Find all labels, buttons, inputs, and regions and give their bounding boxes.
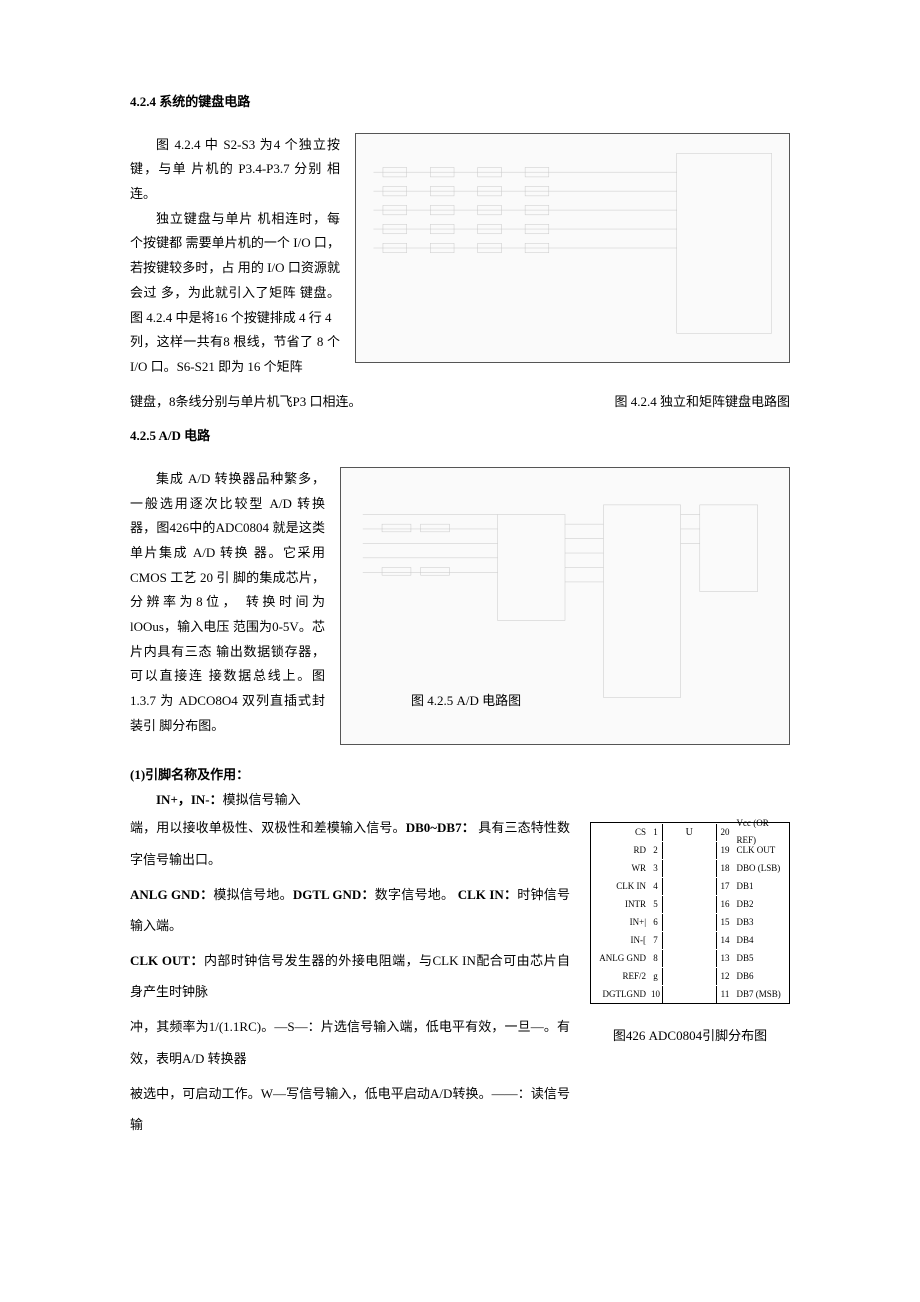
chip-lp-6: 7	[649, 932, 663, 949]
section-425-row: 集成 A/D 转换器品种繁多，一般选用逐次比较型 A/D 转换器，图426中的A…	[130, 467, 790, 745]
chip-ll-4: INTR	[591, 896, 649, 913]
chip-ll-5: IN+|	[591, 914, 649, 931]
chip-ll-0: CS	[591, 824, 649, 841]
chip-row-7: ANLG GND 8 13 DB5	[591, 949, 789, 967]
section-424-diagram-col	[355, 133, 790, 380]
section-425-diagram-col: 图 4.2.5 A/D 电路图	[340, 467, 790, 745]
para-425-1: 集成 A/D 转换器品种繁多，一般选用逐次比较型 A/D 转换器，图426中的A…	[130, 467, 325, 739]
chip-ll-3: CLK IN	[591, 878, 649, 895]
chip-caption: 图426 ADC0804引脚分布图	[590, 1024, 790, 1049]
section-424-text: 图 4.2.4 中 S2-S3 为4 个独立按键，与单 片机的 P3.4-P3.…	[130, 133, 340, 380]
chip-lp-4: 5	[649, 896, 663, 913]
chip-rp-1: 19	[716, 842, 734, 859]
chip-row-9: DGTLGND 10 11 DB7 (MSB)	[591, 985, 789, 1003]
chip-rl-3: DB1	[734, 878, 790, 895]
caption-424: 图 4.2.4 独立和矩阵键盘电路图	[554, 390, 790, 415]
chip-row-6: IN-[ 7 14 DB4	[591, 931, 789, 949]
pin-l4a: CLK OUT：	[130, 953, 204, 968]
chip-rp-8: 12	[716, 968, 734, 985]
pin-l3c: DGTL GND：	[293, 887, 375, 902]
section-425-text: 集成 A/D 转换器品种繁多，一般选用逐次比较型 A/D 转换器，图426中的A…	[130, 467, 325, 745]
pin-row: 端，用以接收单极性、双极性和差模输入信号。DB0~DB7： 具有三态特性数字信号…	[130, 812, 790, 1144]
chip-rl-1: CLK OUT	[734, 842, 790, 859]
section-424-row: 图 4.2.4 中 S2-S3 为4 个独立按键，与单 片机的 P3.4-P3.…	[130, 133, 790, 380]
chip-lp-5: 6	[649, 914, 663, 931]
chip-adc0804: CS 1 U 20 Vcc (OR REF) RD 2 19 CLK OUT W…	[590, 822, 790, 1004]
pin-heading: (1)引脚名称及作用：	[130, 763, 790, 788]
section-title-424: 4.2.4 系统的键盘电路	[130, 90, 790, 115]
para-424-span: 键盘，8条线分别与单片机飞P3 口相连。	[130, 390, 361, 415]
para-424-1: 图 4.2.4 中 S2-S3 为4 个独立按键，与单 片机的 P3.4-P3.…	[130, 133, 340, 207]
chip-row-4: INTR 5 16 DB2	[591, 895, 789, 913]
pin-l3b: 模拟信号地。	[213, 887, 292, 902]
pin-l1b: 模拟信号输入	[223, 792, 301, 807]
caption-425: 图 4.2.5 A/D 电路图	[411, 689, 521, 714]
chip-rp-9: 11	[716, 986, 734, 1003]
chip-ll-7: ANLG GND	[591, 950, 649, 967]
chip-rl-2: DBO (LSB)	[734, 860, 790, 877]
pin-line-5: 冲，其频率为1/(1.1RC)。—S—：片选信号输入端，低电平有效，一旦—。有效…	[130, 1011, 570, 1073]
pin-section: (1)引脚名称及作用： IN+，IN-：模拟信号输入 端，用以接收单极性、双极性…	[130, 763, 790, 1144]
chip-row-5: IN+| 6 15 DB3	[591, 913, 789, 931]
ad-circuit-diagram: 图 4.2.5 A/D 电路图	[340, 467, 790, 745]
pin-l1a: IN+，IN-：	[156, 792, 223, 807]
pin-line-1: IN+，IN-：模拟信号输入	[130, 788, 790, 813]
circuit-sketch-424	[364, 142, 781, 354]
pin-line-4: CLK OUT：内部时钟信号发生器的外接电阻端，与CLK IN配合可由芯片自身产…	[130, 945, 570, 1007]
chip-ll-2: WR	[591, 860, 649, 877]
chip-rp-7: 13	[716, 950, 734, 967]
chip-rp-0: 20	[716, 824, 734, 841]
para-424-2: 独立键盘与单片 机相连时，每个按键都 需要单片机的一个 I/O 口，若按键较多时…	[130, 207, 340, 330]
chip-rp-3: 17	[716, 878, 734, 895]
chip-lp-9: 10	[649, 986, 663, 1003]
pin-text-col: 端，用以接收单极性、双极性和差模输入信号。DB0~DB7： 具有三态特性数字信号…	[130, 812, 570, 1144]
chip-lp-2: 3	[649, 860, 663, 877]
chip-rl-8: DB6	[734, 968, 790, 985]
section-title-425: 4.2.5 A/D 电路	[130, 424, 790, 449]
chip-rp-2: 18	[716, 860, 734, 877]
pin-line-6: 被选中，可启动工作。W—写信号输入，低电平启动A/D转换。——：读信号输	[130, 1078, 570, 1140]
chip-row-2: WR 3 18 DBO (LSB)	[591, 859, 789, 877]
chip-ll-1: RD	[591, 842, 649, 859]
section-424-caption-row: 键盘，8条线分别与单片机飞P3 口相连。 图 4.2.4 独立和矩阵键盘电路图	[130, 390, 790, 415]
keyboard-circuit-diagram	[355, 133, 790, 363]
chip-ll-8: REF/2	[591, 968, 649, 985]
chip-rp-6: 14	[716, 932, 734, 949]
pin-diagram-col: CS 1 U 20 Vcc (OR REF) RD 2 19 CLK OUT W…	[590, 822, 790, 1049]
chip-rl-5: DB3	[734, 914, 790, 931]
chip-row-8: REF/2 g 12 DB6	[591, 967, 789, 985]
pin-l2b: DB0~DB7：	[406, 820, 475, 835]
pin-heading-bold: (1)引脚名称及作用：	[130, 767, 249, 782]
chip-lp-8: g	[649, 968, 663, 985]
chip-rp-4: 16	[716, 896, 734, 913]
chip-row-1: RD 2 19 CLK OUT	[591, 841, 789, 859]
para-424-3: 列，这样一共有8 根线，节省了 8 个 I/O 口。S6-S21 即为 16 个…	[130, 330, 340, 379]
chip-rl-7: DB5	[734, 950, 790, 967]
pin-l2a: 端，用以接收单极性、双极性和差模输入信号。	[130, 820, 406, 835]
pin-l3e: CLK IN：	[458, 887, 518, 902]
pin-line-2: 端，用以接收单极性、双极性和差模输入信号。DB0~DB7： 具有三态特性数字信号…	[130, 812, 570, 874]
chip-rp-5: 15	[716, 914, 734, 931]
chip-lp-3: 4	[649, 878, 663, 895]
chip-lp-1: 2	[649, 842, 663, 859]
chip-rl-4: DB2	[734, 896, 790, 913]
chip-rl-9: DB7 (MSB)	[734, 986, 790, 1003]
chip-lp-0: 1	[649, 824, 663, 841]
chip-ll-9: DGTLGND	[591, 986, 649, 1003]
chip-lp-7: 8	[649, 950, 663, 967]
pin-l3a: ANLG GND：	[130, 887, 213, 902]
chip-notch: U	[663, 821, 716, 844]
chip-ll-6: IN-[	[591, 932, 649, 949]
pin-line-3: ANLG GND：模拟信号地。DGTL GND：数字信号地。 CLK IN：时钟…	[130, 879, 570, 941]
pin-l3d: 数字信号地。	[375, 887, 458, 902]
chip-row-3: CLK IN 4 17 DB1	[591, 877, 789, 895]
chip-rl-6: DB4	[734, 932, 790, 949]
chip-row-0: CS 1 U 20 Vcc (OR REF)	[591, 823, 789, 841]
